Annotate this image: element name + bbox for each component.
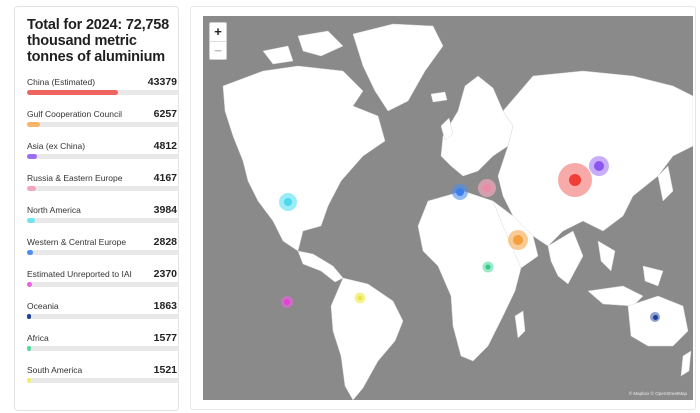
- region-bar-fill: [27, 154, 38, 159]
- region-value: 1521: [153, 364, 177, 376]
- bubble-western-central-europe[interactable]: [452, 184, 468, 200]
- region-bar-fill: [27, 378, 31, 383]
- region-bar-track: [27, 314, 179, 319]
- map-attribution[interactable]: © Mapbox © OpenStreetMap: [628, 391, 687, 396]
- region-bar-fill: [27, 346, 31, 351]
- bubble-north-america[interactable]: [279, 193, 297, 211]
- bubble-china[interactable]: [558, 163, 592, 197]
- region-bar-track: [27, 282, 179, 287]
- region-bar-track: [27, 154, 179, 159]
- region-bar-track: [27, 186, 179, 191]
- zoom-out-button[interactable]: −: [210, 41, 226, 60]
- region-value: 1577: [153, 332, 177, 344]
- region-bar-track: [27, 378, 179, 383]
- region-bar-fill: [27, 218, 36, 223]
- world-map[interactable]: + − © Mapbox © OpenStreetMap: [203, 16, 693, 400]
- region-value: 4167: [153, 172, 177, 184]
- bubble-russia-eastern-europe[interactable]: [478, 179, 496, 197]
- region-value: 2828: [153, 236, 177, 248]
- zoom-control: + −: [209, 22, 227, 60]
- region-bar-fill: [27, 122, 41, 127]
- region-label: Gulf Cooperation Council: [27, 109, 122, 119]
- summary-panel: Total for 2024: 72,758 thousand metric t…: [14, 6, 179, 411]
- region-value: 1863: [153, 300, 177, 312]
- panel-title: Total for 2024: 72,758 thousand metric t…: [27, 17, 170, 65]
- region-label: Russia & Eastern Europe: [27, 173, 123, 183]
- region-bar-track: [27, 218, 179, 223]
- bubble-estimated-unreported[interactable]: [281, 296, 293, 308]
- region-row[interactable]: Western & Central Europe 2828: [27, 236, 179, 269]
- region-value: 6257: [153, 108, 177, 120]
- region-label: Asia (ex China): [27, 141, 86, 151]
- bubble-oceania[interactable]: [650, 312, 660, 322]
- region-label: Estimated Unreported to IAI: [27, 269, 132, 279]
- region-bar-track: [27, 122, 179, 127]
- region-label: Africa: [27, 333, 49, 343]
- bubble-africa[interactable]: [482, 261, 494, 273]
- region-row[interactable]: Estimated Unreported to IAI 2370: [27, 268, 179, 301]
- region-bar-track: [27, 250, 179, 255]
- region-row[interactable]: China (Estimated) 43379: [27, 76, 179, 109]
- region-bar-track: [27, 90, 179, 95]
- region-row[interactable]: Gulf Cooperation Council 6257: [27, 108, 179, 141]
- region-value: 2370: [153, 268, 177, 280]
- region-label: South America: [27, 365, 83, 375]
- region-bar-fill: [27, 314, 31, 319]
- region-bar-fill: [27, 186, 36, 191]
- region-row[interactable]: South America 1521: [27, 364, 179, 397]
- map-land: [222, 23, 693, 400]
- region-list: China (Estimated) 43379 Gulf Cooperation C…: [27, 76, 179, 397]
- region-bar-fill: [27, 250, 33, 255]
- region-label: China (Estimated): [27, 77, 96, 87]
- region-label: Western & Central Europe: [27, 237, 127, 247]
- region-row[interactable]: North America 3984: [27, 204, 179, 237]
- region-row[interactable]: Asia (ex China) 4812: [27, 140, 179, 173]
- zoom-in-button[interactable]: +: [214, 24, 222, 39]
- region-bar-track: [27, 346, 179, 351]
- region-value: 4812: [153, 140, 177, 152]
- region-label: North America: [27, 205, 81, 215]
- region-value: 3984: [153, 204, 177, 216]
- region-row[interactable]: Russia & Eastern Europe 4167: [27, 172, 179, 205]
- bubble-south-america[interactable]: [354, 292, 366, 304]
- bubble-gulf-cooperation-council[interactable]: [508, 230, 528, 250]
- region-bar-fill: [27, 90, 119, 95]
- region-bar-fill: [27, 282, 32, 287]
- region-label: Oceania: [27, 301, 59, 311]
- region-row[interactable]: Africa 1577: [27, 332, 179, 365]
- bubble-asia-ex-china[interactable]: [589, 156, 609, 176]
- region-value: 43379: [147, 76, 177, 88]
- region-row[interactable]: Oceania 1863: [27, 300, 179, 333]
